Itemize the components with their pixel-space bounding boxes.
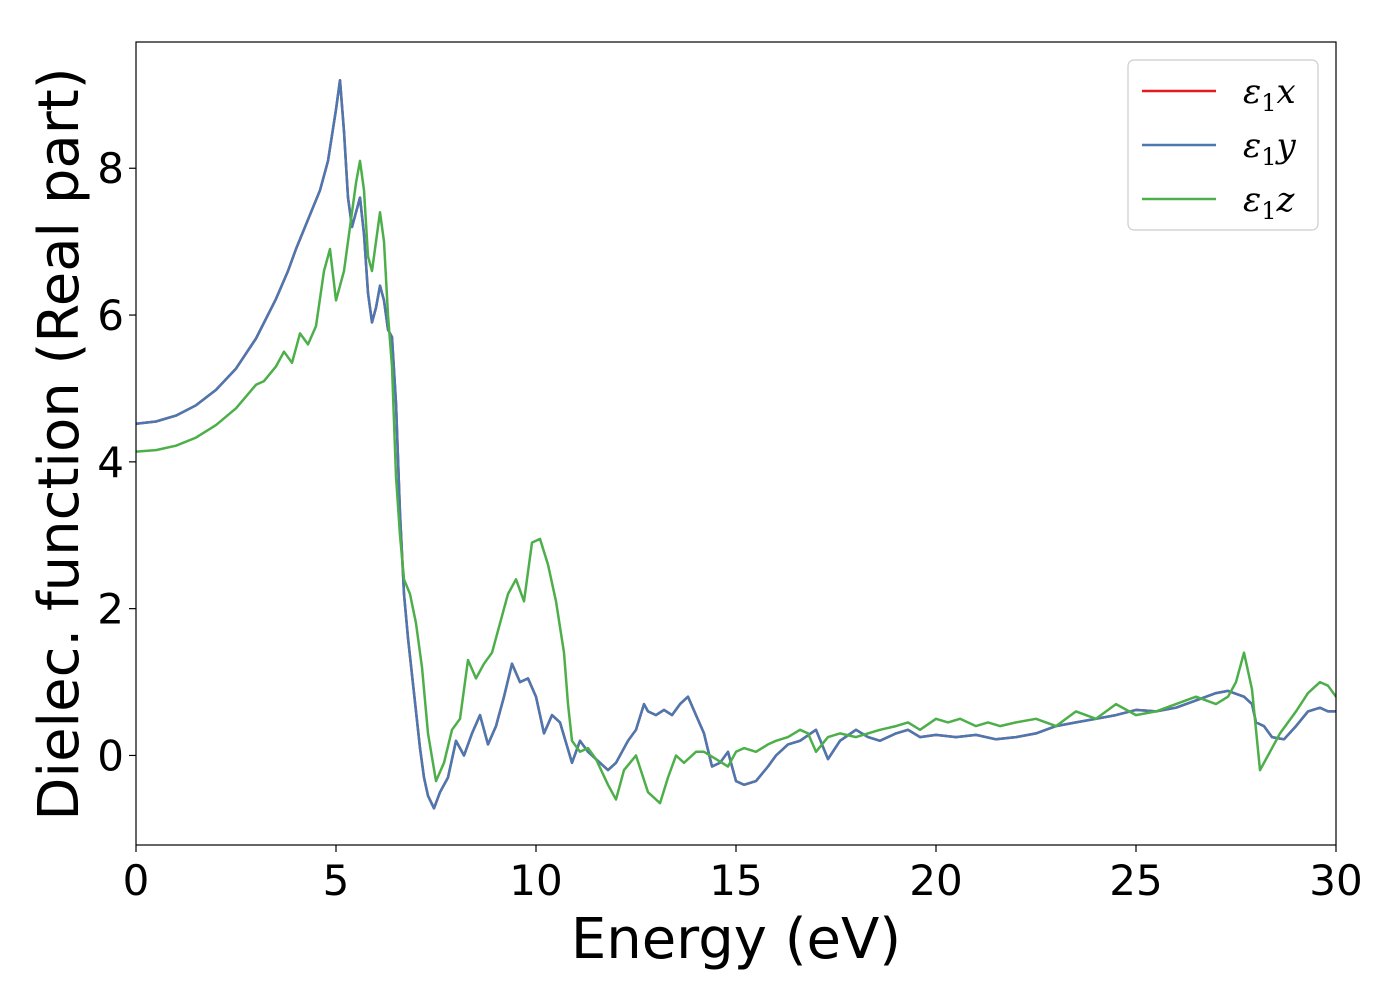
x-tick-label: 30 bbox=[1309, 856, 1362, 905]
ticks-layer: 0 5 10 15 20 25 30 0 2 4 6 8 bbox=[97, 144, 1362, 905]
legend-label-z: ε1z bbox=[1243, 180, 1296, 225]
legend-label-x: ε1x bbox=[1243, 72, 1296, 117]
y-tick-label: 6 bbox=[97, 291, 124, 340]
x-axis-label: Energy (eV) bbox=[571, 907, 901, 972]
y-tick-label: 2 bbox=[97, 585, 124, 634]
legend-label-y: ε1y bbox=[1243, 126, 1297, 171]
series-line-2 bbox=[136, 78, 1336, 810]
x-tick-label: 15 bbox=[709, 856, 762, 905]
series-layer bbox=[136, 78, 1336, 810]
x-tick-label: 0 bbox=[123, 856, 150, 905]
x-tick-label: 5 bbox=[323, 856, 350, 905]
y-tick-label: 8 bbox=[97, 144, 124, 193]
legend-box bbox=[1127, 59, 1319, 231]
x-tick-label: 25 bbox=[1109, 856, 1162, 905]
legend: ε1x ε1y ε1z bbox=[1127, 59, 1319, 231]
x-tick-label: 10 bbox=[509, 856, 562, 905]
y-tick-label: 4 bbox=[97, 438, 124, 487]
x-tick-label: 20 bbox=[909, 856, 962, 905]
y-tick-label: 0 bbox=[97, 731, 124, 780]
series-line-3 bbox=[136, 159, 1336, 805]
y-axis-label: Dielec. function (Real part) bbox=[27, 67, 92, 820]
